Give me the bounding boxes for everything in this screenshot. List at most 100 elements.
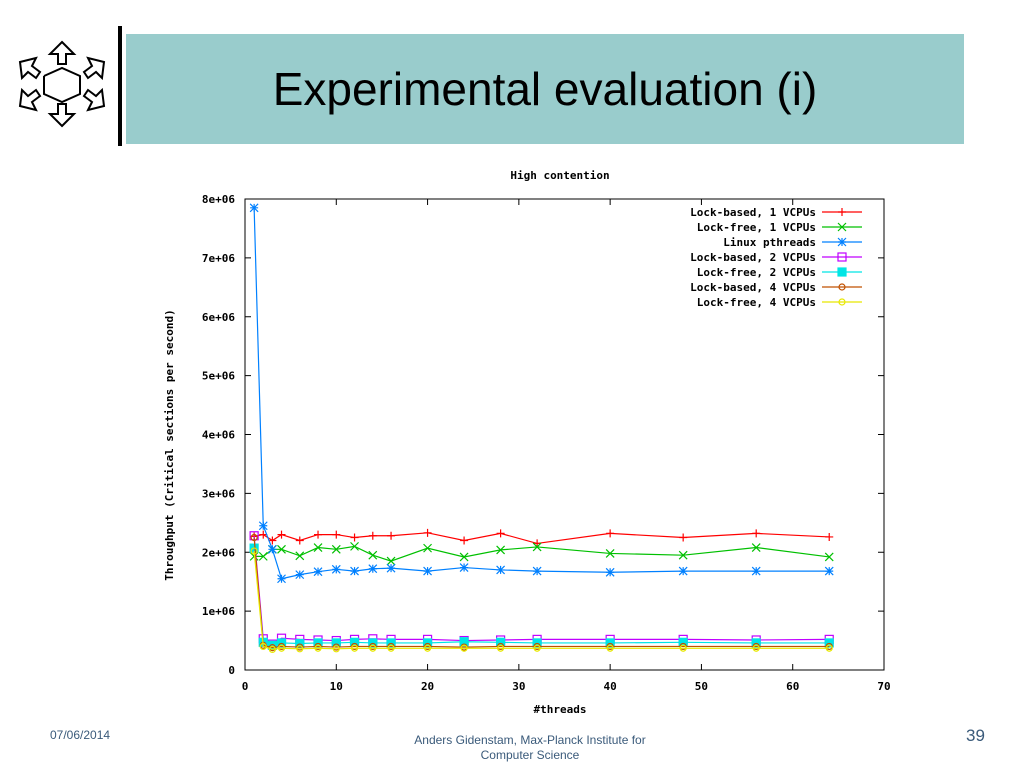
data-point [606, 644, 614, 652]
data-point [250, 533, 258, 542]
data-point [678, 566, 688, 576]
legend-label: Lock-based, 4 VCPUs [690, 281, 816, 294]
series-2 [249, 541, 834, 566]
page-number: 39 [966, 726, 985, 745]
footer-author-line: Anders Gidenstam, Max-Planck Institute f… [414, 733, 646, 747]
title-banner: Experimental evaluation (i) [126, 34, 964, 144]
data-point [350, 566, 359, 576]
data-point [752, 644, 760, 652]
data-point [496, 565, 506, 575]
data-point [277, 530, 286, 539]
data-point [314, 530, 323, 539]
data-point [423, 543, 432, 553]
data-point [250, 547, 258, 555]
data-point [387, 644, 395, 652]
data-point [313, 543, 323, 552]
data-point [268, 645, 276, 653]
data-point [368, 531, 377, 540]
data-point [751, 543, 761, 552]
series-line [254, 545, 830, 562]
data-point [460, 536, 469, 545]
data-point [386, 556, 396, 566]
series-line [253, 207, 830, 580]
series-line [253, 551, 830, 651]
y-tick-label: 3e+06 [202, 487, 235, 500]
x-tick-label: 50 [695, 680, 708, 693]
y-tick-label: 0 [228, 664, 235, 677]
data-point [259, 642, 267, 651]
y-tick-label: 1e+06 [202, 605, 235, 618]
data-point [751, 566, 761, 576]
axes-group: 0 10 20 30 40 50 60 70 0 1e+06 2e+06 3e+06 4e+06 5e+0… [202, 193, 891, 693]
slide-footer: Anders Gidenstam, Max-Planck Institute f… [380, 733, 680, 763]
data-point [350, 533, 359, 542]
data-point [605, 567, 615, 577]
y-tick-label: 8e+06 [202, 193, 235, 206]
data-point [386, 563, 396, 573]
data-point [423, 528, 432, 537]
data-point [825, 532, 834, 541]
data-point [314, 644, 322, 652]
x-tick-label: 60 [786, 680, 799, 693]
data-point [277, 644, 286, 652]
y-axis-label: Throughput (Critical sections per second… [163, 309, 176, 581]
data-point [824, 566, 834, 576]
data-point [837, 222, 847, 232]
x-tick-label: 70 [877, 680, 890, 693]
data-point [313, 567, 323, 577]
data-point [350, 541, 359, 551]
data-point [837, 252, 847, 262]
data-point [532, 566, 542, 576]
y-tick-label: 5e+06 [202, 370, 235, 383]
series-7 [250, 547, 833, 653]
data-point [295, 551, 305, 561]
data-point [752, 529, 761, 538]
series-line [253, 537, 830, 649]
data-point [496, 545, 506, 555]
series-1 [250, 528, 834, 548]
throughput-chart: High contention #threads Throughput (Cri… [163, 169, 891, 716]
data-point [838, 208, 846, 216]
series-line [253, 548, 830, 646]
footer-affiliation-line: Computer Science [480, 748, 580, 762]
x-tick-label: 10 [330, 680, 343, 693]
x-tick-label: 30 [512, 680, 525, 693]
data-point [387, 531, 396, 540]
x-axis-label: #threads [534, 703, 587, 716]
legend-label: Lock-free, 4 VCPUs [697, 296, 816, 309]
data-point [331, 544, 341, 554]
data-point [459, 552, 469, 562]
data-point [258, 551, 268, 561]
data-point [678, 550, 688, 560]
data-point [459, 563, 469, 572]
y-tick-label: 2e+06 [202, 546, 235, 559]
data-point [368, 550, 378, 560]
slide-title: Experimental evaluation (i) [272, 63, 818, 115]
legend-label: Lock-based, 2 VCPUs [690, 251, 816, 264]
data-point [496, 529, 505, 538]
data-point [259, 530, 268, 539]
data-point [423, 566, 432, 576]
legend-label: Lock-free, 1 VCPUs [697, 221, 816, 234]
series-line [253, 535, 830, 645]
data-point [423, 644, 432, 652]
data-point [679, 533, 688, 542]
x-tick-label: 20 [421, 680, 434, 693]
y-tick-label: 6e+06 [202, 311, 235, 324]
data-point [277, 574, 286, 584]
y-tick-label: 4e+06 [202, 429, 235, 442]
data-point [838, 283, 846, 291]
data-point [533, 644, 541, 652]
title-divider [118, 26, 122, 146]
data-point [331, 564, 341, 574]
data-point [605, 549, 615, 558]
data-point [277, 544, 286, 554]
data-point [533, 539, 542, 548]
series-6 [250, 533, 833, 652]
y-tick-label: 7e+06 [202, 252, 235, 265]
chart-title: High contention [510, 169, 609, 182]
data-point [460, 644, 468, 652]
data-point [837, 237, 847, 247]
data-point [497, 644, 505, 652]
legend: Lock-based, 1 VCPUs Lock-free, 1 VCPUs Lin… [690, 206, 862, 309]
